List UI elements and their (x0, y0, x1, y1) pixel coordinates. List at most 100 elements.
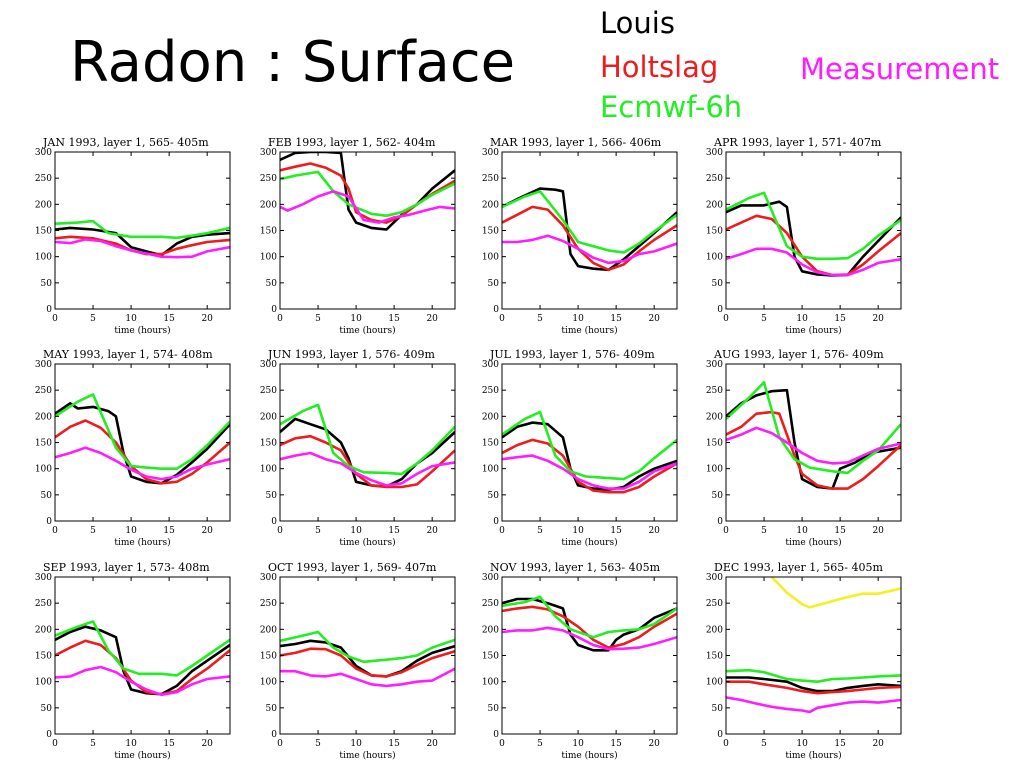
series-line-3 (726, 696, 901, 714)
page-title: Radon : Surface (70, 30, 516, 95)
x-tick-label: 5 (537, 526, 543, 536)
panel-2: MAR 1993, layer 1, 566- 406m050100150200… (482, 136, 678, 336)
y-tick-label: 250 (482, 386, 499, 396)
series-line-2 (55, 219, 230, 240)
panel-title: APR 1993, layer 1, 571- 407m (713, 136, 882, 149)
x-tick-label: 5 (90, 314, 96, 324)
y-tick-label: 100 (260, 465, 277, 475)
x-tick-label: 20 (872, 526, 884, 536)
series-line-1 (502, 205, 677, 272)
y-tick-label: 250 (706, 599, 723, 609)
series-line-0 (55, 402, 230, 485)
panel-5: JUN 1993, layer 1, 576- 409m050100150200… (260, 348, 456, 548)
y-tick-label: 50 (41, 704, 53, 714)
x-tick-label: 0 (723, 314, 729, 324)
y-tick-label: 150 (706, 227, 723, 237)
x-axis-label: time (hours) (561, 537, 617, 548)
series-line-3 (55, 446, 230, 481)
x-tick-label: 15 (834, 526, 846, 536)
x-tick-label: 10 (350, 739, 362, 749)
legend-holtslag: Holtslag (600, 50, 719, 84)
y-tick-label: 300 (706, 573, 723, 583)
series-line-3 (280, 451, 455, 487)
y-tick-label: 100 (706, 253, 723, 263)
y-tick-label: 300 (35, 573, 52, 583)
x-axis-label: time (hours) (114, 537, 170, 548)
panel-4: MAY 1993, layer 1, 574- 408m050100150200… (35, 348, 231, 548)
series-line-3 (502, 234, 677, 265)
y-tick-label: 100 (260, 253, 277, 263)
y-tick-label: 300 (260, 573, 277, 583)
y-tick-label: 150 (706, 652, 723, 662)
series-line-1 (280, 434, 455, 489)
x-tick-label: 5 (537, 314, 543, 324)
y-tick-label: 0 (46, 730, 52, 740)
y-tick-label: 250 (482, 599, 499, 609)
y-tick-label: 150 (482, 652, 499, 662)
y-tick-label: 0 (493, 305, 499, 315)
series-line-0 (502, 187, 677, 272)
x-tick-label: 10 (796, 314, 808, 324)
y-tick-label: 250 (35, 174, 52, 184)
y-tick-label: 200 (706, 412, 723, 422)
x-tick-label: 5 (315, 739, 321, 749)
panel-title: MAR 1993, layer 1, 566- 406m (490, 136, 662, 149)
y-tick-label: 50 (712, 279, 724, 289)
x-tick-label: 15 (388, 526, 400, 536)
x-tick-label: 0 (499, 739, 505, 749)
y-tick-label: 100 (482, 253, 499, 263)
y-tick-label: 100 (35, 465, 52, 475)
series-line-1 (726, 410, 901, 490)
x-tick-label: 20 (648, 314, 660, 324)
y-tick-label: 50 (266, 279, 278, 289)
series-line-2 (502, 410, 677, 481)
y-tick-label: 250 (482, 174, 499, 184)
series-line-3 (726, 426, 901, 465)
y-tick-label: 200 (706, 625, 723, 635)
y-tick-label: 50 (266, 491, 278, 501)
series-line-2 (726, 668, 901, 683)
y-tick-label: 0 (493, 730, 499, 740)
x-tick-label: 20 (426, 526, 438, 536)
series-line-1 (502, 438, 677, 494)
plot-frame (725, 363, 902, 522)
x-tick-label: 0 (52, 526, 58, 536)
panel-3: APR 1993, layer 1, 571- 407m 0 50 100 150 200… (706, 136, 902, 336)
y-tick-label: 0 (46, 517, 52, 527)
x-tick-label: 0 (277, 314, 283, 324)
panel-title: MAY 1993, layer 1, 574- 408m (43, 348, 213, 361)
x-tick-label: 20 (872, 739, 884, 749)
y-tick-label: 0 (271, 730, 277, 740)
x-axis-label: time (hours) (785, 750, 841, 761)
panel-title: OCT 1993, layer 1, 569- 407m (268, 561, 437, 574)
y-tick-label: 300 (260, 360, 277, 370)
series-line-1 (280, 647, 455, 678)
y-tick-label: 300 (706, 148, 723, 158)
x-axis-label: time (hours) (339, 537, 395, 548)
x-tick-label: 15 (163, 314, 175, 324)
panel-title: JUN 1993, layer 1, 576- 409m (267, 348, 436, 361)
y-tick-label: 250 (260, 174, 277, 184)
y-tick-label: 300 (35, 148, 52, 158)
y-tick-label: 100 (482, 465, 499, 475)
series-line-2 (55, 620, 230, 677)
y-tick-label: 300 (482, 360, 499, 370)
y-tick-label: 0 (271, 305, 277, 315)
panel-7: AUG 1993, layer 1, 576- 409m050100150200… (706, 348, 902, 548)
x-tick-label: 15 (610, 314, 622, 324)
plot-frame (279, 151, 456, 310)
y-tick-label: 100 (35, 253, 52, 263)
plot-frame (725, 151, 902, 310)
x-axis-label: time (hours) (785, 325, 841, 336)
series-line-2 (502, 190, 677, 254)
y-tick-label: 150 (35, 439, 52, 449)
panel-1: FEB 1993, layer 1, 562- 404m050100150200… (260, 136, 456, 336)
y-tick-label: 250 (260, 599, 277, 609)
y-tick-label: 200 (706, 200, 723, 210)
series-line-1 (502, 605, 677, 649)
x-axis-label: time (hours) (561, 325, 617, 336)
panel-11: DEC 1993, layer 1, 565- 405m050100150200… (706, 561, 902, 761)
x-tick-label: 5 (537, 739, 543, 749)
x-tick-label: 0 (52, 739, 58, 749)
series-line-2 (726, 191, 901, 261)
